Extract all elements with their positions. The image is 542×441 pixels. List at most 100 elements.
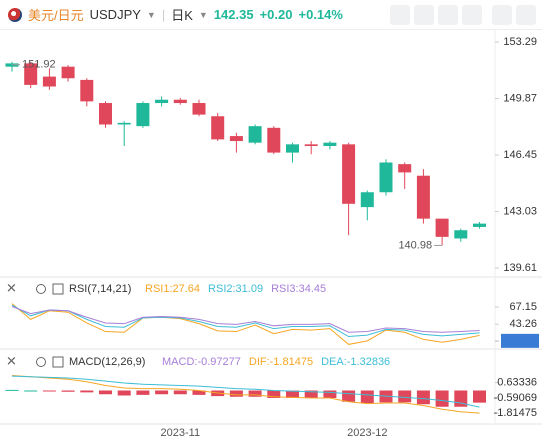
candle-body bbox=[342, 144, 356, 204]
candle-body bbox=[304, 144, 318, 146]
candle-body bbox=[117, 122, 131, 125]
indicator-title: MACD(12,26,9) bbox=[69, 356, 145, 368]
settings-icon[interactable] bbox=[36, 357, 46, 367]
histogram-bar bbox=[117, 390, 131, 396]
tool-button[interactable] bbox=[438, 4, 458, 25]
x-tick-label: 2023-12 bbox=[347, 427, 387, 439]
candle-body bbox=[80, 79, 94, 102]
change: +0.20 bbox=[259, 7, 293, 22]
legend-entry: DEA:-1.32836 bbox=[321, 356, 390, 368]
checkbox[interactable] bbox=[52, 283, 64, 295]
histogram-bar bbox=[416, 390, 430, 405]
divider: | bbox=[161, 7, 166, 22]
y-tick-label: 67.15 bbox=[509, 301, 537, 313]
indicator-line bbox=[11, 375, 480, 414]
candle-body bbox=[229, 136, 243, 142]
legend-entry: DIF:-1.81475 bbox=[249, 356, 313, 368]
price: 142.35 bbox=[213, 7, 254, 22]
candle-body bbox=[473, 223, 486, 227]
candle-body bbox=[435, 218, 449, 237]
change-pct: +0.14% bbox=[298, 7, 343, 22]
flag bbox=[8, 7, 22, 22]
tool-button[interactable] bbox=[492, 4, 512, 25]
tool-button[interactable] bbox=[462, 4, 482, 25]
candle-body bbox=[267, 127, 281, 153]
candle-body bbox=[360, 192, 374, 208]
indicator-line bbox=[11, 306, 480, 333]
y-tick-label: -1.81475 bbox=[494, 407, 537, 419]
histogram-bar bbox=[435, 390, 449, 407]
symbol[interactable]: USDJPY bbox=[89, 7, 141, 22]
candle-body bbox=[99, 103, 112, 125]
histogram-bar bbox=[61, 390, 75, 392]
candle-body bbox=[398, 164, 412, 173]
legend-entry: RSI1:27.64 bbox=[145, 283, 200, 295]
x-tick-label: 2023-11 bbox=[161, 427, 201, 439]
legend-entry: MACD:-0.97277 bbox=[162, 356, 241, 368]
close-icon[interactable]: ✕ bbox=[6, 280, 17, 295]
histogram-bar bbox=[473, 390, 486, 403]
annotation: 140.98 bbox=[398, 239, 432, 251]
histogram-bar bbox=[42, 390, 56, 392]
candle-body bbox=[286, 144, 299, 153]
candle-body bbox=[136, 103, 150, 127]
histogram-bar bbox=[342, 390, 356, 402]
indicator-line bbox=[11, 303, 480, 345]
candle-body bbox=[192, 103, 206, 115]
header: 美元/日元 USDJPY ▼ | 日K ▼ 142.35 +0.20 +0.14% bbox=[0, 0, 542, 30]
period[interactable]: 日K bbox=[171, 8, 193, 23]
settings-icon[interactable] bbox=[36, 284, 46, 294]
y-tick-label: -0.59069 bbox=[494, 392, 537, 404]
tool-button[interactable] bbox=[516, 4, 536, 25]
y-tick-label: 153.29 bbox=[503, 36, 537, 48]
tool-button[interactable] bbox=[390, 4, 410, 25]
histogram-bar bbox=[248, 390, 262, 397]
checkbox[interactable] bbox=[52, 356, 64, 368]
histogram-bar bbox=[398, 390, 412, 403]
candle-body bbox=[416, 175, 430, 219]
histogram-bar bbox=[192, 390, 206, 395]
histogram-bar bbox=[360, 390, 374, 403]
candle-body bbox=[61, 66, 75, 79]
tick-badge bbox=[501, 333, 539, 348]
y-tick-label: 146.45 bbox=[503, 149, 537, 161]
y-tick-label: 143.03 bbox=[503, 205, 537, 217]
dropdown[interactable]: ▼ bbox=[146, 9, 156, 20]
name: 美元/日元 bbox=[28, 8, 84, 23]
annotation: 151.92 bbox=[22, 59, 56, 71]
candle-body bbox=[248, 126, 262, 143]
y-tick-label: 0.63336 bbox=[497, 376, 537, 388]
toolbar bbox=[390, 4, 536, 25]
histogram-bar bbox=[155, 390, 169, 395]
histogram-bar bbox=[5, 389, 19, 391]
histogram-bar bbox=[99, 390, 112, 395]
histogram-bar bbox=[80, 390, 94, 393]
histogram-bar bbox=[323, 390, 337, 398]
candle-body bbox=[211, 116, 225, 140]
candle-body bbox=[454, 230, 468, 239]
indicator-line bbox=[11, 375, 480, 408]
y-tick-label: 139.61 bbox=[503, 262, 537, 274]
indicator-title: RSI(7,14,21) bbox=[69, 283, 131, 295]
candle-body bbox=[173, 99, 187, 104]
indicator-line bbox=[11, 304, 480, 338]
tool-button[interactable] bbox=[414, 4, 434, 25]
histogram-bar bbox=[267, 390, 281, 398]
candle-body bbox=[323, 142, 337, 146]
histogram-bar bbox=[24, 390, 38, 392]
candle-body bbox=[42, 76, 56, 87]
histogram-bar bbox=[173, 390, 187, 395]
candle-body bbox=[379, 162, 393, 193]
legend-entry: RSI3:34.45 bbox=[271, 283, 326, 295]
candle-body bbox=[155, 99, 169, 104]
dropdown[interactable]: ▼ bbox=[198, 9, 208, 20]
y-tick-label: 149.87 bbox=[503, 92, 537, 104]
histogram-bar bbox=[136, 390, 150, 395]
legend-entry: RSI2:31.09 bbox=[208, 283, 263, 295]
close-icon[interactable]: ✕ bbox=[6, 353, 17, 368]
histogram-bar bbox=[229, 390, 243, 397]
histogram-bar bbox=[304, 390, 318, 398]
histogram-bar bbox=[286, 390, 299, 398]
